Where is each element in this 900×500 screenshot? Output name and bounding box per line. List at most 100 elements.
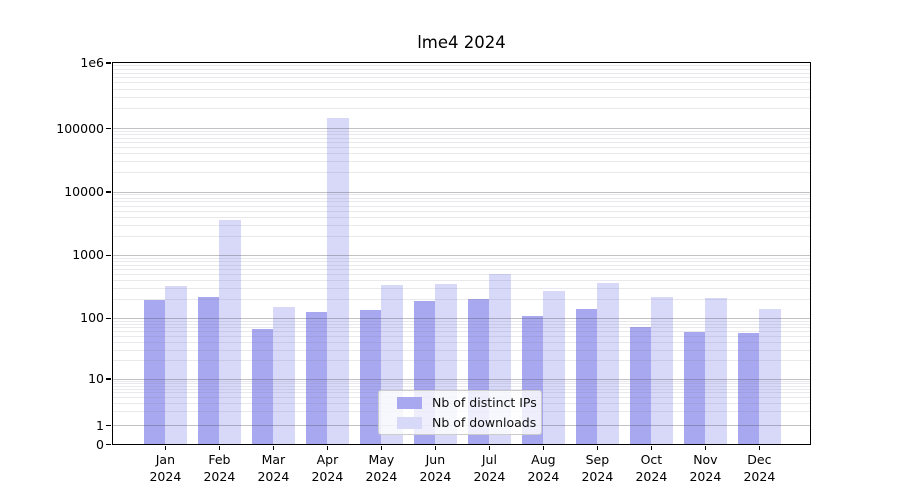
y-tick-label: 10 (88, 371, 104, 386)
gridline-major (112, 378, 811, 380)
x-tick-month: Aug (531, 452, 556, 467)
plot-area: Nb of distinct IPs Nb of downloads (112, 62, 811, 445)
bar-distinct-ips-mar (251, 329, 274, 445)
x-tick-month: Nov (693, 452, 718, 467)
x-tick-label: Apr 2024 (297, 452, 357, 485)
x-tick-label: Feb 2024 (189, 452, 249, 485)
gridline-minor (112, 108, 811, 110)
x-tick-year: 2024 (365, 468, 398, 484)
gridline-minor (112, 65, 811, 67)
x-tick-label: Aug 2024 (513, 452, 573, 485)
gridline-minor (112, 331, 811, 333)
bar-distinct-ips-dec (737, 333, 760, 445)
gridline-minor (112, 77, 811, 79)
grid-layer (112, 62, 811, 445)
gridline-minor (112, 161, 811, 163)
y-tick-label: 0 (96, 436, 104, 452)
gridline-minor (112, 137, 811, 139)
gridline-minor (112, 298, 811, 300)
legend-label: Nb of distinct IPs (432, 395, 537, 410)
legend-entry-distinct-ips: Nb of distinct IPs (397, 395, 541, 410)
gridline-minor (112, 349, 811, 351)
gridline-minor (112, 327, 811, 329)
x-tick-month: May (368, 452, 395, 467)
gridline-minor (112, 96, 811, 98)
gridline-minor (112, 142, 811, 144)
x-tick-year: 2024 (635, 468, 668, 484)
gridline-minor (112, 336, 811, 338)
x-tick-year: 2024 (149, 468, 182, 484)
x-tick-year: 2024 (527, 468, 560, 484)
y-tick-label: 100 (80, 310, 104, 326)
x-tick-mark (380, 445, 383, 450)
x-tick-label: Jul 2024 (459, 452, 519, 485)
gridline-minor (112, 257, 811, 259)
x-tick-mark (704, 445, 707, 450)
x-tick-year: 2024 (689, 468, 722, 484)
gridline-minor (112, 224, 811, 226)
gridline-minor (112, 388, 811, 390)
bar-distinct-ips-may (359, 310, 382, 445)
gridline-minor (112, 130, 811, 132)
bar-distinct-ips-feb (197, 296, 220, 445)
legend-swatch-downloads (397, 416, 422, 429)
x-tick-label: Oct 2024 (621, 452, 681, 485)
x-tick-month: Dec (747, 452, 772, 467)
x-tick-mark (218, 445, 221, 450)
x-tick-mark (542, 445, 545, 450)
bar-downloads-oct (651, 296, 673, 445)
bar-distinct-ips-jan (143, 300, 166, 445)
bar-downloads-apr (327, 117, 349, 445)
gridline-minor (112, 279, 811, 281)
chart-title: lme4 2024 (417, 33, 506, 52)
x-tick-mark (434, 445, 437, 450)
gridline-minor (112, 147, 811, 149)
x-tick-mark (272, 445, 275, 450)
x-tick-month: Jun (425, 452, 446, 467)
x-tick-year: 2024 (257, 468, 290, 484)
gridline-minor (112, 235, 811, 237)
gridline-minor (112, 68, 811, 70)
gridline-minor (112, 194, 811, 196)
legend-swatch-distinct-ips (397, 396, 422, 409)
gridline-minor (112, 268, 811, 270)
gridline-minor (112, 320, 811, 322)
x-tick-label: Jun 2024 (405, 452, 465, 485)
gridline-minor (112, 134, 811, 136)
gridline-minor (112, 197, 811, 199)
gridline-minor (112, 201, 811, 203)
x-tick-year: 2024 (581, 468, 614, 484)
gridline-minor (112, 341, 811, 343)
x-tick-label: May 2024 (351, 452, 411, 485)
gridline-minor (112, 205, 811, 207)
x-tick-year: 2024 (419, 468, 452, 484)
x-tick-mark (164, 445, 167, 450)
gridline-minor (112, 385, 811, 387)
x-tick-label: Jan 2024 (135, 452, 195, 485)
gridline-major (112, 191, 811, 193)
gridline-minor (112, 273, 811, 275)
y-tick-mark (106, 378, 111, 380)
x-tick-label: Nov 2024 (675, 452, 735, 485)
legend: Nb of distinct IPs Nb of downloads (378, 390, 542, 435)
x-tick-month: Jan (155, 452, 176, 467)
x-tick-label: Dec 2024 (729, 452, 789, 485)
gridline-minor (112, 82, 811, 84)
x-tick-month: Apr (316, 452, 339, 467)
gridline-minor (112, 287, 811, 289)
gridline-minor (112, 216, 811, 218)
y-tick-mark (106, 191, 111, 193)
x-tick-mark (326, 445, 329, 450)
y-tick-mark (106, 443, 111, 446)
bar-downloads-jan (165, 285, 187, 445)
gridline-minor (112, 264, 811, 266)
x-tick-month: Sep (585, 452, 610, 467)
x-tick-month: Oct (640, 452, 663, 467)
x-tick-mark (488, 445, 491, 450)
y-tick-label: 1000 (72, 247, 104, 263)
x-tick-mark (596, 445, 599, 450)
bar-downloads-dec (759, 308, 781, 445)
bar-downloads-sep (597, 282, 619, 445)
x-tick-label: Mar 2024 (243, 452, 303, 485)
